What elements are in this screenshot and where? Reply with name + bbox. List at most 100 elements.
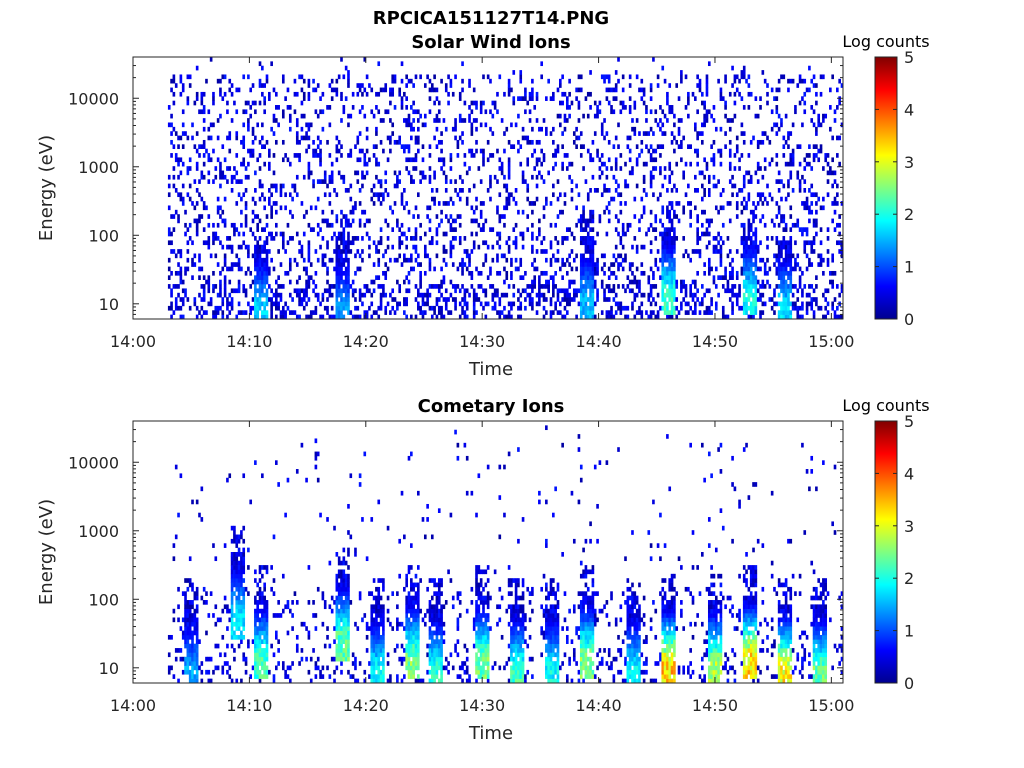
heatmap-cell — [361, 236, 364, 241]
heatmap-cell — [689, 292, 692, 298]
heatmap-cell — [198, 192, 201, 198]
heatmap-cell — [268, 249, 271, 254]
heatmap-cell — [230, 118, 234, 123]
heatmap-cell — [337, 617, 341, 623]
heatmap-cell — [170, 139, 173, 145]
heatmap-cell — [586, 314, 590, 319]
heatmap-cell — [412, 236, 415, 241]
heatmap-cell — [798, 100, 802, 106]
heatmap-cell — [756, 179, 760, 184]
heatmap-cell — [707, 109, 711, 115]
heatmap-cell — [461, 87, 464, 93]
heatmap-cell — [193, 301, 197, 307]
heatmap-cell — [747, 196, 751, 202]
heatmap-cell — [556, 310, 560, 315]
heatmap-cell — [752, 314, 755, 319]
colorbar-label: Log counts — [842, 32, 929, 51]
heatmap-cell — [212, 669, 215, 675]
heatmap-cell — [535, 292, 539, 298]
heatmap-cell — [512, 292, 516, 298]
heatmap-cell — [202, 139, 206, 145]
heatmap-cell — [223, 292, 227, 298]
heatmap-cell — [475, 148, 478, 154]
heatmap-cell — [365, 135, 369, 141]
heatmap-cell — [668, 166, 672, 171]
heatmap-cell — [244, 270, 248, 276]
heatmap-cell — [333, 188, 336, 193]
heatmap-cell — [347, 244, 350, 250]
heatmap-cell — [263, 109, 266, 115]
heatmap-cell — [694, 279, 697, 285]
heatmap-cell — [254, 617, 257, 623]
heatmap-cell — [337, 613, 341, 618]
heatmap-cell — [291, 661, 294, 666]
heatmap-cell — [782, 288, 786, 294]
heatmap-cell — [195, 669, 199, 675]
heatmap-cell — [498, 244, 502, 250]
heatmap-cell — [796, 222, 800, 228]
heatmap-cell — [258, 275, 262, 280]
heatmap-cell — [559, 209, 562, 215]
heatmap-cell — [810, 297, 814, 302]
heatmap-cell — [279, 613, 283, 618]
heatmap-cell — [742, 205, 746, 211]
heatmap-cell — [596, 257, 599, 263]
heatmap-cell — [375, 617, 378, 623]
heatmap-cell — [763, 166, 767, 171]
heatmap-cell — [368, 288, 371, 294]
heatmap-cell — [721, 240, 725, 246]
heatmap-cell — [242, 135, 246, 141]
heatmap-cell — [514, 236, 518, 241]
heatmap-cell — [505, 196, 509, 202]
heatmap-cell — [330, 284, 334, 289]
heatmap-cell — [519, 161, 523, 167]
heatmap-cell — [531, 305, 534, 311]
heatmap-cell — [596, 113, 599, 119]
heatmap-cell — [195, 626, 199, 631]
heatmap-cell — [223, 595, 227, 601]
heatmap-cell — [263, 310, 266, 315]
heatmap-cell — [375, 174, 378, 180]
heatmap-cell — [177, 161, 180, 167]
heatmap-cell — [335, 284, 339, 289]
heatmap-cell — [342, 630, 346, 636]
heatmap-cell — [780, 305, 783, 311]
heatmap-cell — [796, 297, 800, 302]
heatmap-cell — [749, 279, 753, 285]
heatmap-cell — [223, 279, 227, 285]
heatmap-cell — [645, 192, 648, 198]
heatmap-cell — [174, 297, 178, 302]
heatmap-cell — [582, 284, 585, 289]
heatmap-cell — [312, 613, 315, 618]
heatmap-cell — [689, 288, 692, 294]
heatmap-cell — [798, 284, 802, 289]
heatmap-cell — [661, 292, 665, 298]
heatmap-cell — [812, 249, 816, 254]
heatmap-cell — [372, 626, 376, 631]
heatmap-cell — [838, 314, 841, 319]
heatmap-cell — [766, 270, 769, 276]
heatmap-cell — [198, 512, 201, 518]
heatmap-cell — [419, 279, 422, 285]
heatmap-cell — [619, 109, 623, 115]
heatmap-cell — [787, 161, 790, 167]
heatmap-cell — [307, 249, 311, 254]
heatmap-cell — [330, 161, 334, 167]
heatmap-cell — [335, 297, 339, 302]
heatmap-cell — [589, 236, 592, 241]
heatmap-cell — [335, 552, 339, 557]
heatmap-cell — [435, 96, 439, 101]
heatmap-cell — [335, 157, 339, 163]
heatmap-cell — [561, 100, 564, 106]
heatmap-cell — [533, 266, 537, 272]
heatmap-cell — [477, 166, 481, 171]
heatmap-cell — [617, 301, 620, 307]
heatmap-cell — [805, 301, 809, 307]
heatmap-cell — [363, 113, 367, 119]
heatmap-cell — [787, 270, 790, 276]
heatmap-cell — [582, 253, 585, 259]
heatmap-cell — [361, 183, 364, 189]
heatmap-cell — [335, 656, 339, 662]
heatmap-cell — [661, 236, 665, 241]
heatmap-cell — [212, 231, 215, 237]
